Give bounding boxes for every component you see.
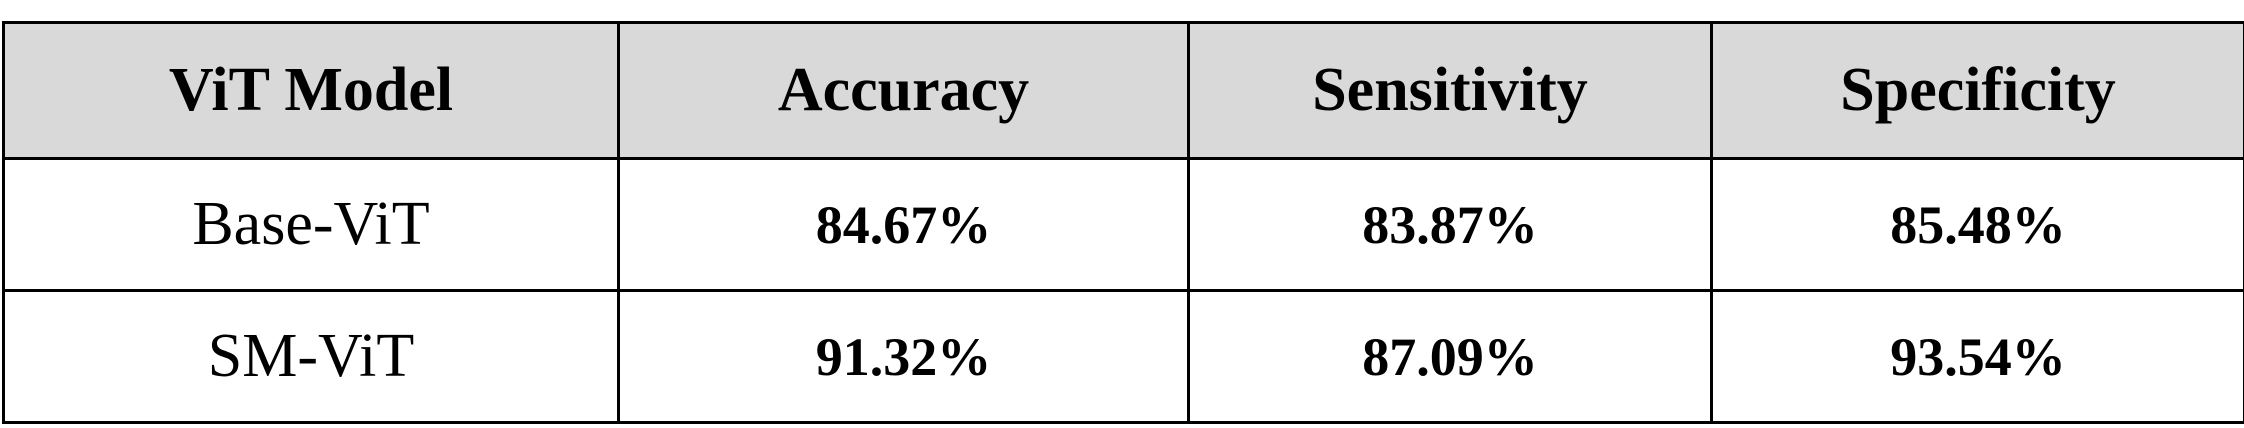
table-row: Base-ViT 84.67% 83.87% 85.48% bbox=[2, 157, 2244, 292]
sensitivity-cell: 83.87% bbox=[1187, 157, 1713, 292]
header-specificity: Specificity bbox=[1710, 21, 2244, 160]
model-name-cell: SM-ViT bbox=[2, 289, 620, 424]
accuracy-cell: 91.32% bbox=[617, 289, 1190, 424]
header-accuracy: Accuracy bbox=[617, 21, 1190, 160]
header-vit-model: ViT Model bbox=[2, 21, 620, 160]
model-name-cell: Base-ViT bbox=[2, 157, 620, 292]
accuracy-cell: 84.67% bbox=[617, 157, 1190, 292]
table-row: SM-ViT 91.32% 87.09% 93.54% bbox=[2, 289, 2244, 424]
results-table: ViT Model Accuracy Sensitivity Specifici… bbox=[2, 21, 2244, 424]
sensitivity-cell: 87.09% bbox=[1187, 289, 1713, 424]
specificity-cell: 85.48% bbox=[1710, 157, 2244, 292]
header-sensitivity: Sensitivity bbox=[1187, 21, 1713, 160]
specificity-cell: 93.54% bbox=[1710, 289, 2244, 424]
header-row: ViT Model Accuracy Sensitivity Specifici… bbox=[2, 21, 2244, 160]
